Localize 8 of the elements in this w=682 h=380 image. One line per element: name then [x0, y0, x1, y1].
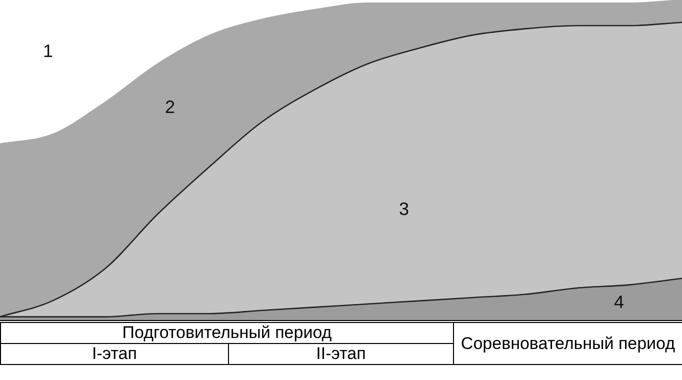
annotation: 4 — [614, 292, 624, 312]
text: Соревновательный период — [454, 322, 682, 364]
text: Подготовительный период — [0, 322, 454, 344]
annotation: 2 — [164, 96, 176, 117]
text: II-этап — [228, 344, 454, 364]
annotation: 1 — [42, 40, 54, 61]
text: I-этап — [0, 344, 228, 364]
annotation: 3 — [398, 198, 410, 219]
